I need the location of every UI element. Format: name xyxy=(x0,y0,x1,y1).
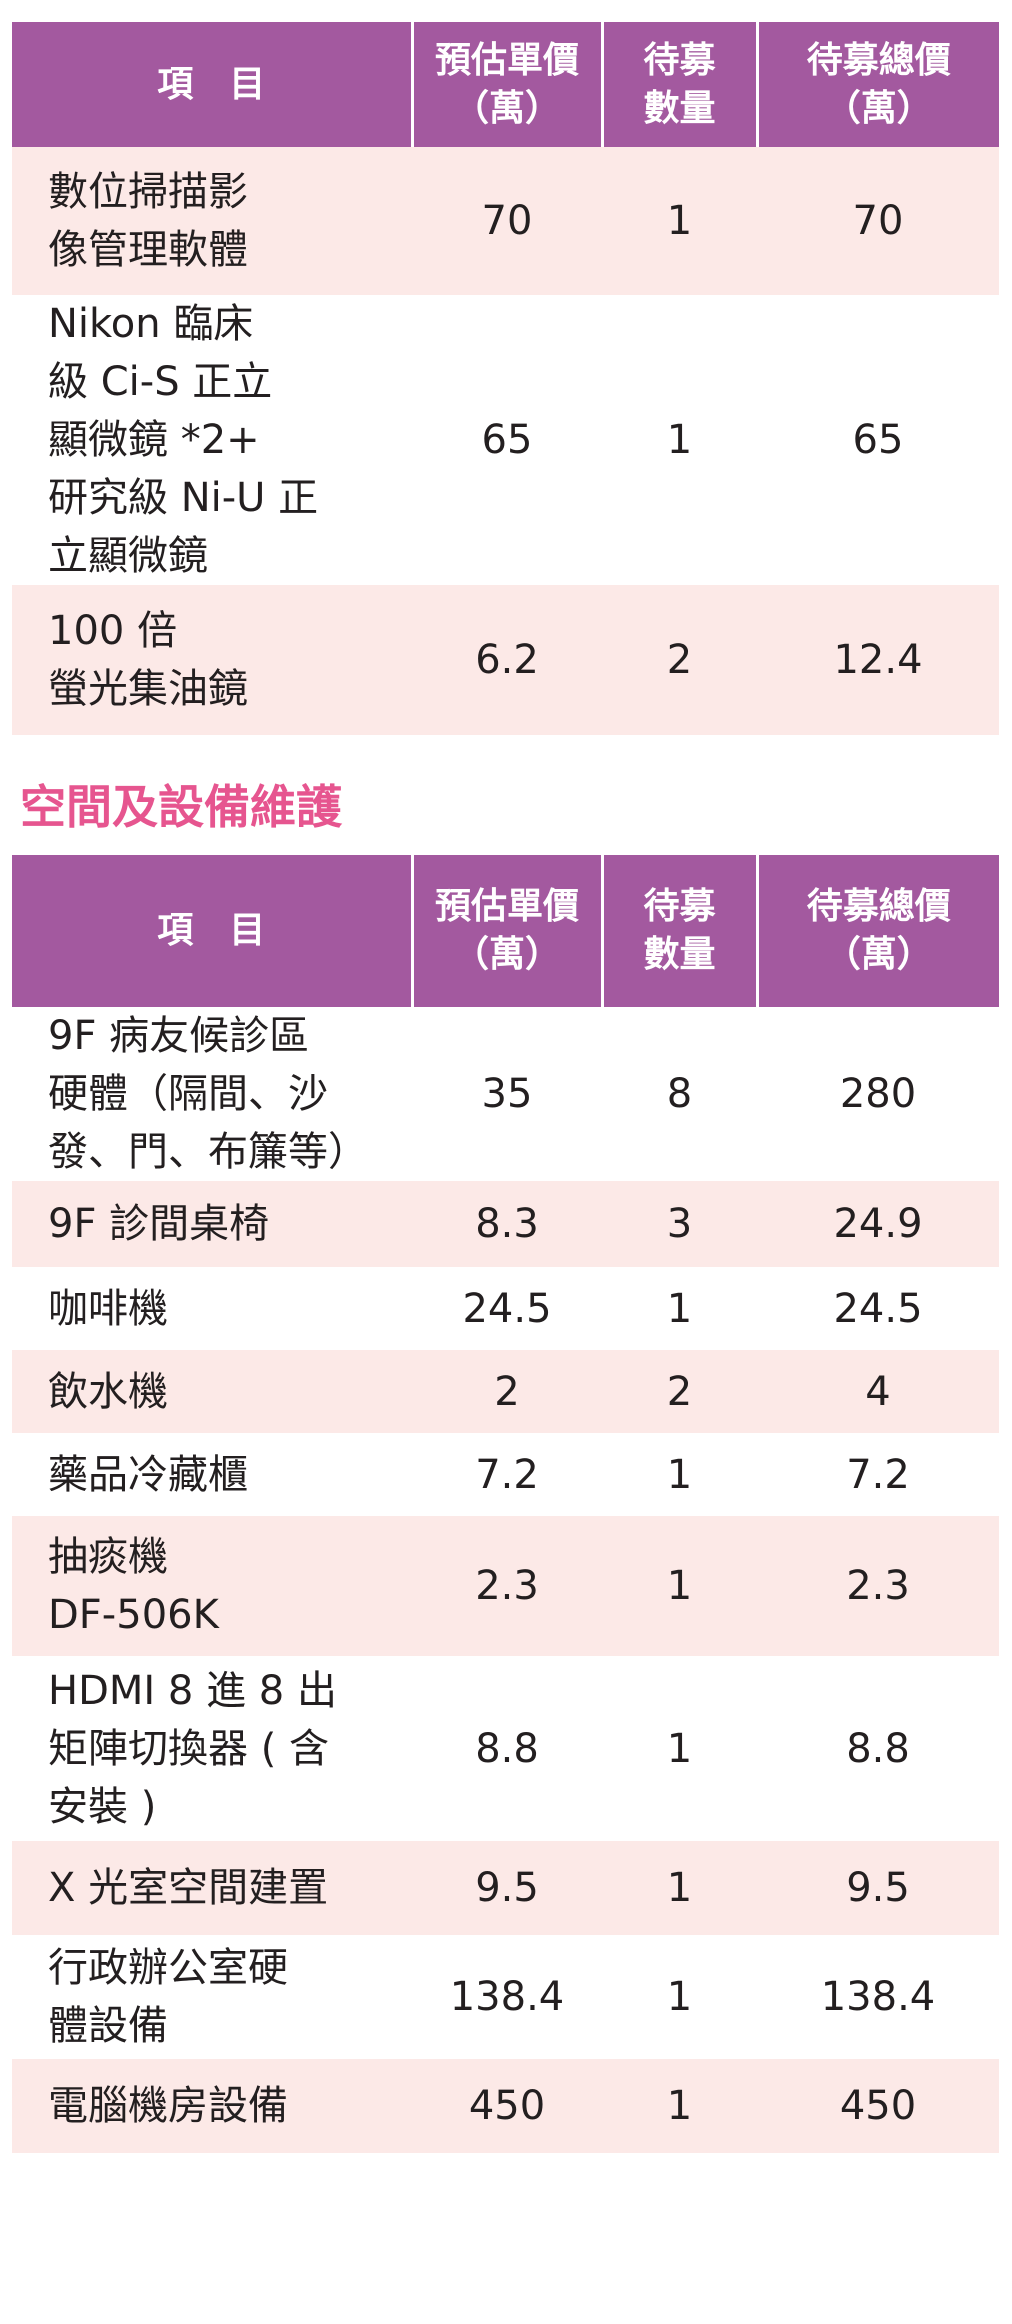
unit-price-cell: 70 xyxy=(412,147,602,295)
table-row: HDMI 8 進 8 出矩陣切換器 ( 含安裝 ) 8.8 1 8.8 xyxy=(12,1656,999,1841)
unit-price-cell: 65 xyxy=(481,417,533,463)
unit-price-cell: 24.5 xyxy=(462,1285,552,1332)
header-total: 待募總價 （萬） xyxy=(757,855,999,1007)
unit-price-cell: 8.8 xyxy=(475,1725,539,1772)
total-cell: 280 xyxy=(839,1071,917,1117)
table-row: 電腦機房設備 450 1 450 xyxy=(12,2059,999,2153)
quantity-cell: 1 xyxy=(666,1974,693,2020)
item-name: 藥品冷藏櫃 xyxy=(48,1451,248,1498)
item-name: 100 倍螢光集油鏡 xyxy=(12,585,412,735)
table-row: 藥品冷藏櫃 7.2 1 7.2 xyxy=(12,1433,999,1516)
item-name: Nikon 臨床級 Ci-S 正立 顯微鏡 *2+ 研究級 Ni-U 正立顯微鏡 xyxy=(48,301,319,579)
total-cell: 24.9 xyxy=(757,1181,999,1267)
table-row: 行政辦公室硬 體設備 138.4 1 138.4 xyxy=(12,1935,999,2059)
header-unit-price: 預估單價 （萬） xyxy=(412,22,604,147)
unit-price-cell: 7.2 xyxy=(475,1451,539,1498)
total-cell: 12.4 xyxy=(757,585,999,735)
total-cell: 450 xyxy=(757,2059,999,2153)
quantity-cell: 8 xyxy=(666,1071,693,1117)
header-total: 待募總價 （萬） xyxy=(757,22,999,147)
section-title: 空間及設備維護 xyxy=(20,780,342,834)
total-cell: 65 xyxy=(852,417,904,463)
header-quantity: 待募 數量 xyxy=(602,22,759,147)
table-row: 飲水機 2 2 4 xyxy=(12,1350,999,1433)
unit-price-cell: 138.4 xyxy=(449,1974,565,2020)
header-item: 項 目 xyxy=(12,22,414,147)
table-header-row: 項 目 預估單價 （萬） 待募 數量 待募總價 （萬） xyxy=(12,855,999,1007)
quantity-cell: 1 xyxy=(602,1516,757,1656)
table-row: 抽痰機 DF-506K 2.3 1 2.3 xyxy=(12,1516,999,1656)
item-name: 電腦機房設備 xyxy=(12,2059,412,2153)
quantity-cell: 1 xyxy=(666,1725,693,1772)
unit-price-cell: 2 xyxy=(412,1350,602,1433)
item-name: 咖啡機 xyxy=(48,1285,168,1332)
quantity-cell: 1 xyxy=(602,2059,757,2153)
quantity-cell: 1 xyxy=(666,1451,693,1498)
table-row: 100 倍螢光集油鏡 6.2 2 12.4 xyxy=(12,585,999,735)
table-row: X 光室空間建置 9.5 1 9.5 xyxy=(12,1841,999,1935)
quantity-cell: 2 xyxy=(602,585,757,735)
table-row: 9F 病友候診區 硬體（隔間、沙 發、門、布簾等） 35 8 280 xyxy=(12,1007,999,1181)
item-name: 行政辦公室硬 體設備 xyxy=(48,1945,288,2049)
unit-price-cell: 6.2 xyxy=(412,585,602,735)
table-row: Nikon 臨床級 Ci-S 正立 顯微鏡 *2+ 研究級 Ni-U 正立顯微鏡 65… xyxy=(12,295,999,585)
item-name: 9F 病友候診區 硬體（隔間、沙 發、門、布簾等） xyxy=(48,1013,368,1175)
header-item: 項 目 xyxy=(12,855,414,1007)
total-cell: 70 xyxy=(757,147,999,295)
equipment-table: 項 目 預估單價 （萬） 待募 數量 待募總價 （萬） 數位掃描影 像管理軟體 70 1 70… xyxy=(12,22,999,735)
table-row: 9F 診間桌椅 8.3 3 24.9 xyxy=(12,1181,999,1267)
table-header-row: 項 目 預估單價 （萬） 待募 數量 待募總價 （萬） xyxy=(12,22,999,147)
item-name: 數位掃描影 像管理軟體 xyxy=(12,147,412,295)
total-cell: 24.5 xyxy=(833,1285,923,1332)
quantity-cell: 1 xyxy=(666,1285,693,1332)
quantity-cell: 3 xyxy=(602,1181,757,1267)
table-row: 咖啡機 24.5 1 24.5 xyxy=(12,1267,999,1350)
unit-price-cell: 450 xyxy=(412,2059,602,2153)
unit-price-cell: 35 xyxy=(481,1071,533,1117)
item-name: HDMI 8 進 8 出矩陣切換器 ( 含安裝 ) xyxy=(48,1667,337,1830)
item-name: 9F 診間桌椅 xyxy=(12,1181,412,1267)
unit-price-cell: 2.3 xyxy=(412,1516,602,1656)
total-cell: 8.8 xyxy=(846,1725,910,1772)
quantity-cell: 1 xyxy=(602,1841,757,1935)
header-unit-price: 預估單價 （萬） xyxy=(412,855,604,1007)
unit-price-cell: 9.5 xyxy=(412,1841,602,1935)
total-cell: 9.5 xyxy=(757,1841,999,1935)
table-row: 數位掃描影 像管理軟體 70 1 70 xyxy=(12,147,999,295)
total-cell: 7.2 xyxy=(846,1451,910,1498)
quantity-cell: 2 xyxy=(602,1350,757,1433)
unit-price-cell: 8.3 xyxy=(412,1181,602,1267)
item-name: 抽痰機 DF-506K xyxy=(12,1516,412,1656)
total-cell: 2.3 xyxy=(757,1516,999,1656)
item-name: X 光室空間建置 xyxy=(12,1841,412,1935)
total-cell: 4 xyxy=(757,1350,999,1433)
maintenance-table: 項 目 預估單價 （萬） 待募 數量 待募總價 （萬） 9F 病友候診區 硬體（隔間、沙… xyxy=(12,855,999,2153)
header-quantity: 待募 數量 xyxy=(602,855,759,1007)
total-cell: 138.4 xyxy=(820,1974,936,2020)
quantity-cell: 1 xyxy=(602,147,757,295)
item-name: 飲水機 xyxy=(12,1350,412,1433)
quantity-cell: 1 xyxy=(666,417,693,463)
